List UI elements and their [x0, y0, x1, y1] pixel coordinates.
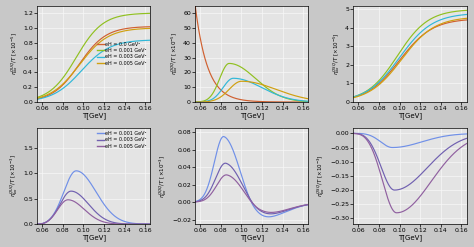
X-axis label: T[GeV]: T[GeV] — [240, 235, 264, 242]
Y-axis label: $\eta^{QUQ}_{xx}/T$ [$\times10^{-5}$]: $\eta^{QUQ}_{xx}/T$ [$\times10^{-5}$] — [9, 32, 20, 75]
X-axis label: T[GeV]: T[GeV] — [82, 113, 106, 119]
Y-axis label: $\eta^{QSQ}_{xx}/T$ [$\times10^{-5}$]: $\eta^{QSQ}_{xx}/T$ [$\times10^{-5}$] — [331, 33, 342, 75]
X-axis label: T[GeV]: T[GeV] — [240, 113, 264, 119]
X-axis label: T[GeV]: T[GeV] — [398, 235, 422, 242]
Y-axis label: $\eta^{QQQ}_{bx}/T$ [$\times10^{-3}$]: $\eta^{QQQ}_{bx}/T$ [$\times10^{-3}$] — [158, 154, 169, 198]
Y-axis label: $\eta^{QQQ}_{xx}/T$ [$\times10^{-5}$]: $\eta^{QQQ}_{xx}/T$ [$\times10^{-5}$] — [170, 32, 180, 75]
Y-axis label: $\eta^{QUQ}_{bx}/T$ [$\times10^{-3}$]: $\eta^{QUQ}_{bx}/T$ [$\times10^{-3}$] — [9, 154, 20, 197]
X-axis label: T[GeV]: T[GeV] — [82, 235, 106, 242]
X-axis label: T[GeV]: T[GeV] — [398, 113, 422, 119]
Legend: eH = 0.001 GeV², eH = 0.003 GeV², eH = 0.005 GeV²: eH = 0.001 GeV², eH = 0.003 GeV², eH = 0… — [96, 130, 148, 149]
Y-axis label: $\eta^{QSQ}_{bx}/T$ [$\times10^{-3}$]: $\eta^{QSQ}_{bx}/T$ [$\times10^{-3}$] — [316, 155, 328, 197]
Legend: eH = 0.0 GeV², eH = 0.001 GeV², eH = 0.003 GeV², eH = 0.005 GeV²: eH = 0.0 GeV², eH = 0.001 GeV², eH = 0.0… — [96, 41, 148, 67]
